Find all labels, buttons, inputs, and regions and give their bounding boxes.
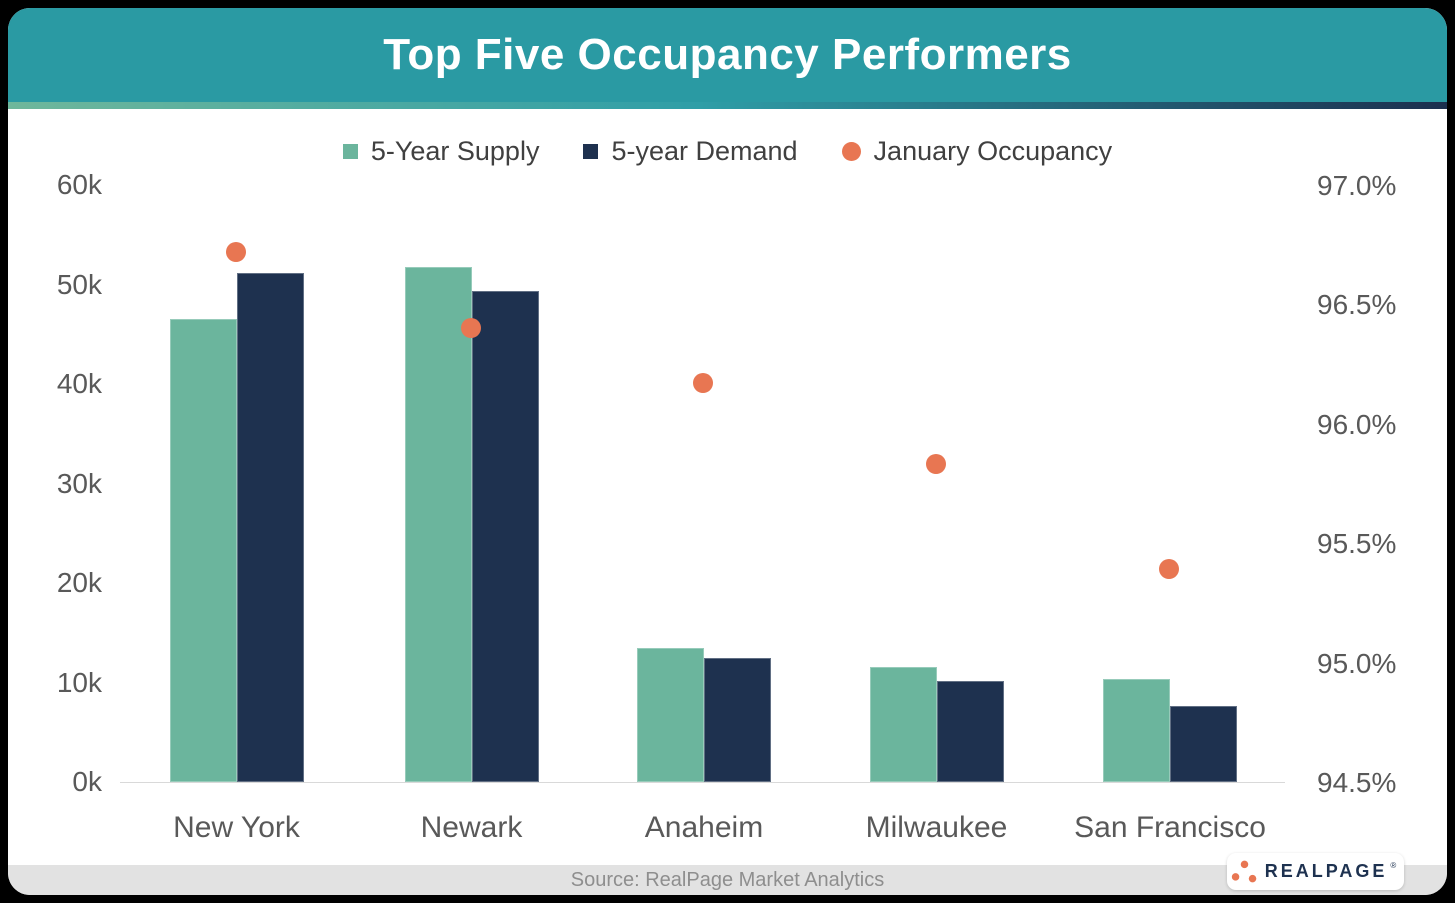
occupancy-point — [225, 241, 246, 262]
y-axis-tick-label: 10k — [56, 666, 102, 698]
x-axis-category-label: Anaheim — [644, 811, 764, 844]
x-axis-category-label: Milwaukee — [865, 811, 1008, 844]
header: Top Five Occupancy Performers — [8, 8, 1447, 102]
supply-bar — [637, 647, 704, 782]
demand-bar — [1170, 706, 1237, 782]
legend-label-occupancy: January Occupancy — [873, 136, 1113, 166]
legend-label-demand: 5-year Demand — [611, 136, 798, 166]
demand-bar — [936, 680, 1004, 782]
x-axis-category-label: New York — [173, 811, 300, 844]
y2-axis-tick-label: 96.0% — [1317, 408, 1397, 440]
demand-bar — [471, 291, 539, 782]
y-axis-tick-label: 0k — [72, 766, 102, 797]
realpage-logo-text: REALPAGE — [1264, 861, 1388, 881]
occupancy-point — [460, 318, 481, 339]
realpage-logo: REALPAGE ® — [1227, 853, 1404, 890]
supply-bar — [404, 266, 472, 782]
supply-bar — [869, 666, 937, 782]
demand-swatch-icon — [583, 144, 599, 159]
y2-axis-tick-label: 94.5% — [1317, 767, 1397, 798]
legend-item-demand: 5-year Demand — [583, 136, 798, 167]
footer: Source: RealPage Market Analytics — [8, 865, 1447, 895]
occupancy-point — [693, 373, 713, 394]
y-axis-tick-label: 40k — [56, 368, 102, 399]
x-axis-category-label: Newark — [420, 811, 523, 844]
y-axis-tick-label: 60k — [56, 169, 102, 200]
source-attribution: Source: RealPage Market Analytics — [570, 868, 885, 891]
demand-bar — [236, 272, 304, 782]
chart-legend: 5-Year Supply 5-year Demand January Occu… — [8, 136, 1447, 167]
realpage-dots-icon — [1231, 860, 1256, 883]
chart-card: Top Five Occupancy Performers 5-Year Sup… — [8, 8, 1447, 895]
x-axis-category-label: San Francisco — [1074, 811, 1266, 844]
chart-region: 5-Year Supply 5-year Demand January Occu… — [8, 109, 1447, 865]
occupancy-point — [925, 454, 946, 475]
y-axis-tick-label: 50k — [56, 268, 102, 300]
y2-axis-tick-label: 95.0% — [1317, 647, 1397, 679]
y2-axis-tick-label: 97.0% — [1317, 170, 1397, 201]
x-axis-line — [120, 782, 1285, 783]
trademark-symbol: ® — [1390, 861, 1397, 870]
legend-label-supply: 5-Year Supply — [370, 136, 540, 166]
legend-item-occupancy: January Occupancy — [841, 136, 1113, 167]
supply-swatch-icon — [342, 144, 358, 159]
y2-axis-tick-label: 95.5% — [1317, 528, 1397, 560]
legend-item-supply: 5-Year Supply — [342, 136, 540, 167]
supply-bar — [169, 319, 237, 782]
y-axis-tick-label: 20k — [56, 567, 102, 598]
demand-bar — [704, 657, 771, 782]
supply-bar — [1103, 678, 1170, 782]
y2-axis-tick-label: 96.5% — [1317, 289, 1397, 321]
occupancy-point — [1159, 559, 1179, 580]
page-title: Top Five Occupancy Performers — [383, 30, 1072, 79]
header-gradient-divider — [8, 102, 1447, 109]
occupancy-swatch-icon — [841, 142, 861, 161]
y-axis-tick-label: 30k — [56, 467, 102, 499]
